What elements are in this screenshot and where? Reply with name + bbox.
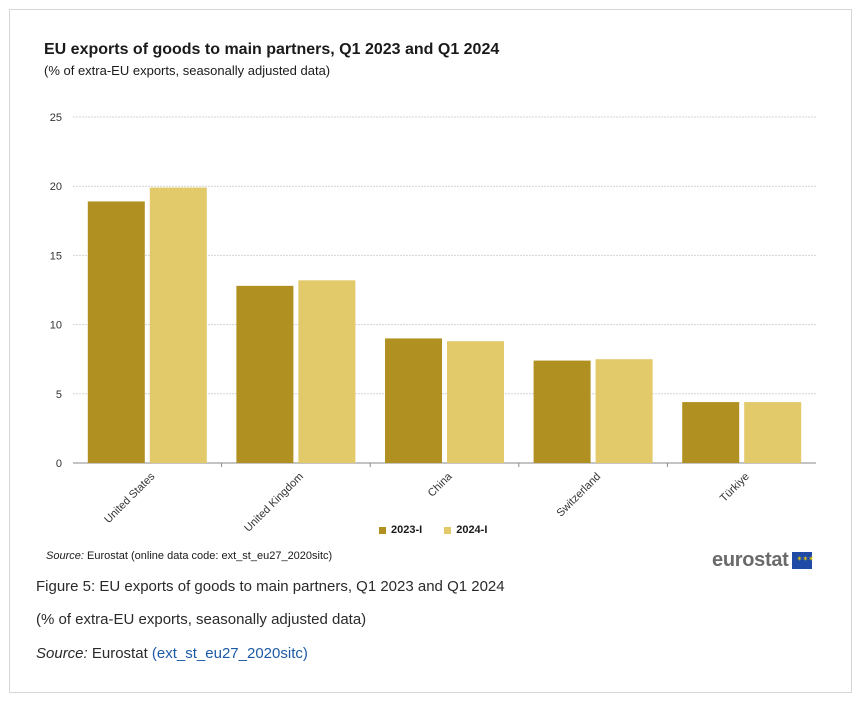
- y-tick-label: 25: [50, 112, 62, 124]
- legend-swatch-2023: [379, 526, 386, 534]
- y-tick-label: 0: [56, 458, 62, 470]
- source-link[interactable]: (ext_st_eu27_2020sitc): [151, 645, 308, 662]
- figure-caption-subtitle: (% of extra-EU exports, seasonally adjus…: [36, 611, 367, 628]
- figure-caption: Figure 5: EU exports of goods to main pa…: [36, 578, 505, 595]
- figure-caption-source: Source: Eurostat (ext_st_eu27_2020sitc): [36, 645, 308, 662]
- legend-swatch-2024: [444, 526, 452, 534]
- eu-flag-icon: ✶✶✶: [791, 552, 814, 569]
- y-tick-label: 15: [50, 250, 62, 262]
- source-text: Eurostat (online data code: ext_st_eu27_…: [86, 550, 333, 562]
- bar-2023-I-united-kingdom: [236, 285, 294, 463]
- bar-2023-I-switzerland: [533, 360, 591, 463]
- bar-chart: 0 5 10 15 20 25 United States United Kingdom Chi…: [50, 112, 816, 535]
- legend-label-2023: 2023-I: [391, 524, 423, 536]
- bar-2024-I-united-states: [149, 187, 207, 464]
- eurostat-logo: eurostat ✶✶✶: [712, 549, 814, 572]
- legend-item-2023: 2023-I: [379, 524, 422, 536]
- legend-label-2024: 2024-I: [456, 524, 488, 536]
- x-category-label: China: [426, 470, 455, 499]
- x-category-label: Switzerland: [555, 471, 604, 520]
- caption-source-label: Source:: [36, 645, 88, 662]
- bar-2024-I-united-kingdom: [298, 280, 356, 463]
- x-category-label: United States: [102, 470, 158, 526]
- chart-subtitle: (% of extra-EU exports, seasonally adjus…: [44, 63, 331, 78]
- bar-2023-I-china: [385, 338, 442, 463]
- bar-2024-I-türkiye: [744, 402, 802, 463]
- chart-source: Source: Eurostat (online data code: ext_…: [46, 550, 332, 562]
- bar-2024-I-switzerland: [595, 359, 653, 463]
- caption-source-text: Eurostat: [91, 645, 148, 662]
- y-tick-label: 5: [56, 389, 62, 401]
- legend: 2023-I 2024-I: [379, 524, 487, 536]
- y-tick-label: 10: [50, 320, 62, 332]
- y-tick-label: 20: [50, 181, 62, 193]
- source-label: Source:: [46, 550, 84, 562]
- logo-text: eurostat: [712, 549, 789, 571]
- figure-frame: [9, 9, 852, 693]
- legend-item-2024: 2024-I: [444, 524, 487, 536]
- chart-title: EU exports of goods to main partners, Q1…: [44, 41, 500, 58]
- x-category-label: United Kingdom: [242, 471, 306, 535]
- bar-2024-I-china: [447, 341, 504, 463]
- bar-2023-I-türkiye: [682, 402, 740, 463]
- x-category-label: Türkiye: [718, 471, 752, 505]
- bar-2023-I-united-states: [87, 201, 145, 463]
